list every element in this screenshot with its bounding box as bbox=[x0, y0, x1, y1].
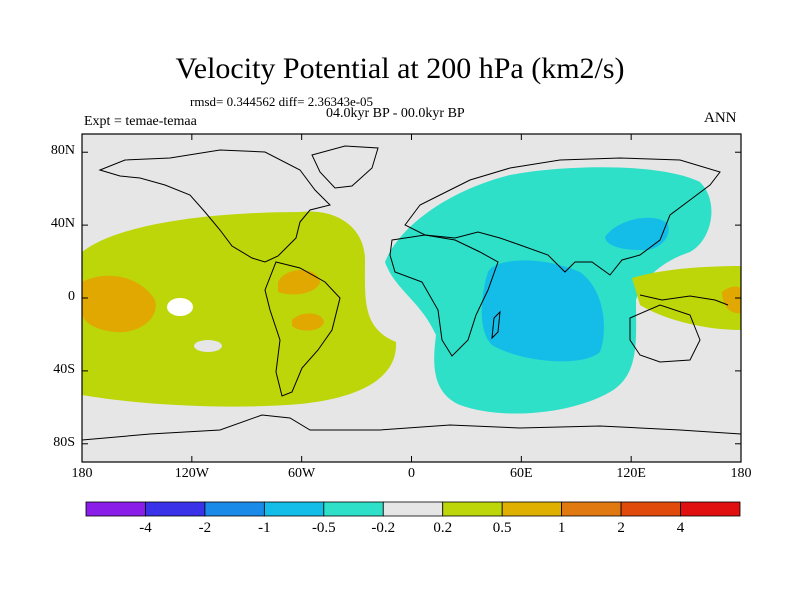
lat-label-eq: 0 bbox=[68, 289, 75, 304]
region-west-pacific-positive bbox=[632, 266, 741, 330]
lat-label-40s: 40S bbox=[53, 361, 75, 377]
lon-label-180e: 180 bbox=[730, 466, 752, 481]
colorbar-swatch bbox=[263, 501, 325, 517]
colorbar-swatch bbox=[204, 501, 265, 517]
colorbar-swatch bbox=[145, 501, 206, 517]
colorbar-label: 4 bbox=[676, 520, 685, 536]
colorbar-swatch bbox=[85, 501, 146, 517]
colorbar-label: 0.2 bbox=[433, 520, 453, 536]
colorbar-label: 1 bbox=[557, 520, 566, 536]
experiment-label: Expt = temae-temaa bbox=[84, 114, 197, 129]
lon-label-180w: 180 bbox=[71, 466, 93, 481]
colorbar-swatch bbox=[620, 501, 681, 517]
period-label: 04.0kyr BP - 00.0kyr BP bbox=[326, 106, 465, 121]
colorbar-swatch bbox=[501, 501, 563, 517]
lat-label-80n: 80N bbox=[50, 143, 75, 159]
colorbar-swatch bbox=[680, 501, 741, 517]
colorbar bbox=[85, 501, 741, 517]
lat-label-80s: 80S bbox=[53, 434, 75, 450]
coast-australia bbox=[629, 304, 701, 363]
south-pacific-hole bbox=[194, 340, 222, 352]
colorbar-label: 2 bbox=[617, 520, 625, 536]
pacific-hole bbox=[167, 298, 193, 316]
plot-title: Velocity Potential at 200 hPa (km2/s) bbox=[175, 52, 625, 85]
colorbar-swatch bbox=[442, 501, 503, 517]
region-dateline-positive bbox=[722, 286, 741, 314]
lon-label-120e: 120E bbox=[616, 466, 646, 481]
coast-africa bbox=[389, 234, 499, 357]
coast-antarctica bbox=[82, 414, 741, 441]
lon-label-60w: 60W bbox=[288, 466, 316, 481]
colorbar-label: 0.5 bbox=[492, 520, 512, 536]
colorbar-label: -4 bbox=[139, 520, 152, 536]
colorbar-label: -0.5 bbox=[311, 520, 336, 536]
colorbar-label: -2 bbox=[198, 520, 212, 536]
lon-label-120w: 120W bbox=[174, 466, 209, 481]
lon-label-0: 0 bbox=[408, 466, 415, 481]
map-layer bbox=[82, 134, 741, 462]
rmsd-stats: rmsd= 0.344562 diff= 2.36343e-05 bbox=[190, 94, 374, 109]
coast-europe-asia bbox=[404, 157, 721, 276]
colorbar-swatch bbox=[323, 501, 384, 517]
region-pacific-americas-positive bbox=[82, 211, 397, 407]
axis-ticks bbox=[81, 134, 742, 462]
region-caribbean-positive bbox=[278, 270, 320, 295]
region-brazil-positive bbox=[292, 313, 324, 331]
season-label: ANN bbox=[704, 110, 737, 126]
lon-label-60e: 60E bbox=[510, 466, 533, 481]
region-indian-ocean-negative bbox=[481, 260, 604, 362]
region-east-asia-negative bbox=[605, 217, 669, 251]
colorbar-label: -0.2 bbox=[371, 520, 396, 536]
coast-south-america bbox=[264, 261, 341, 397]
colorbar-swatch bbox=[382, 501, 444, 517]
coast-north-america bbox=[98, 149, 331, 263]
colorbar-swatch bbox=[561, 501, 622, 517]
coast-se-asia-islands bbox=[639, 294, 729, 306]
coastlines bbox=[82, 145, 741, 441]
coast-greenland bbox=[311, 145, 379, 189]
region-central-pacific-positive bbox=[82, 275, 156, 333]
lat-label-40n: 40N bbox=[50, 216, 75, 232]
colorbar-label: -1 bbox=[258, 520, 271, 536]
coast-madagascar bbox=[491, 310, 501, 340]
